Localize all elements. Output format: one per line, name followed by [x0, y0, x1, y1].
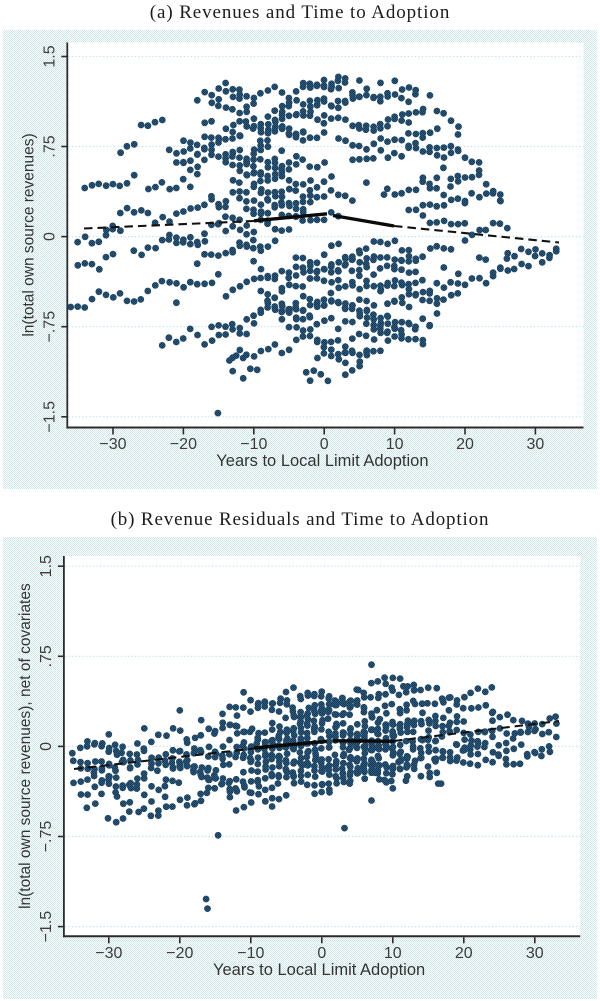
svg-text:ln(total own source revenues),: ln(total own source revenues), net of co…	[17, 583, 34, 909]
svg-text:0: 0	[38, 742, 55, 751]
svg-text:1.5: 1.5	[41, 45, 58, 67]
svg-text:−1.5: −1.5	[38, 911, 55, 943]
svg-text:10: 10	[386, 436, 404, 453]
svg-text:Years to Local Limit Adoption: Years to Local Limit Adoption	[216, 452, 428, 470]
svg-text:0: 0	[41, 232, 58, 241]
svg-text:−.75: −.75	[41, 311, 58, 343]
svg-text:1.5: 1.5	[38, 555, 55, 577]
svg-text:(a) Revenues and Time to Adopt: (a) Revenues and Time to Adoption	[150, 2, 450, 23]
svg-text:−30: −30	[95, 945, 122, 962]
svg-text:Years to Local Limit Adoption: Years to Local Limit Adoption	[213, 961, 425, 979]
svg-text:.75: .75	[38, 645, 55, 667]
svg-text:10: 10	[384, 945, 402, 962]
svg-text:30: 30	[527, 436, 545, 453]
svg-text:−10: −10	[237, 945, 264, 962]
svg-text:−20: −20	[166, 945, 193, 962]
svg-text:−.75: −.75	[38, 821, 55, 853]
svg-text:−30: −30	[99, 436, 126, 453]
svg-text:ln(total own source revenues): ln(total own source revenues)	[21, 133, 38, 336]
svg-text:30: 30	[526, 945, 544, 962]
svg-text:−20: −20	[170, 436, 197, 453]
svg-text:(b) Revenue Residuals and Time: (b) Revenue Residuals and Time to Adopti…	[111, 509, 490, 530]
svg-text:−1.5: −1.5	[41, 401, 58, 433]
svg-text:20: 20	[456, 436, 474, 453]
svg-text:.75: .75	[41, 135, 58, 157]
svg-text:−10: −10	[240, 436, 267, 453]
svg-text:0: 0	[317, 945, 326, 962]
svg-text:20: 20	[455, 945, 473, 962]
svg-text:0: 0	[320, 436, 329, 453]
